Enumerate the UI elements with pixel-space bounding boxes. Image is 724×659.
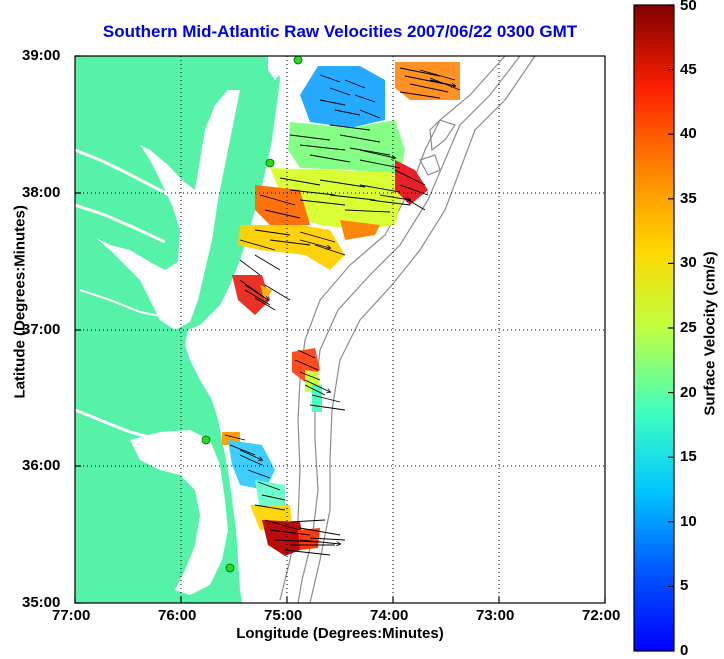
x-tick-label: 75:00 [264, 607, 303, 624]
y-tick-label: 39:00 [22, 47, 61, 64]
colorbar [633, 4, 675, 652]
land-mass [75, 56, 280, 603]
colorbar-tick-label: 35 [680, 190, 697, 207]
x-tick-label: 77:00 [52, 607, 91, 624]
sound-river [75, 408, 161, 442]
colorbar-label: Surface Velocity (cm/s) [701, 251, 719, 416]
river-3 [79, 289, 171, 319]
station-marker [265, 158, 275, 168]
x-axis-label: Longitude (Degrees:Minutes) [236, 625, 444, 642]
river-2 [75, 203, 166, 244]
colorbar-tick-label: 25 [680, 319, 697, 336]
colorbar-tick-label: 50 [680, 0, 697, 14]
colorbar-tick-label: 40 [680, 125, 697, 142]
colorbar-tick-label: 10 [680, 513, 697, 530]
velocity-patches [222, 62, 460, 556]
axis-ticks [74, 55, 606, 604]
x-tick-label: 76:00 [158, 607, 197, 624]
colorbar-ticks [668, 4, 674, 588]
colorbar-tick-label: 30 [680, 254, 697, 271]
colorbar-tick-label: 15 [680, 448, 697, 465]
colorbar-tick-label: 45 [680, 61, 697, 78]
y-tick-label: 37:00 [22, 321, 61, 338]
y-tick-label: 38:00 [22, 184, 61, 201]
colorbar-tick-label: 0 [680, 642, 689, 659]
x-tick-label: 73:00 [476, 607, 515, 624]
velocity-vectors [224, 67, 461, 556]
bay-water [96, 90, 240, 330]
station-marker [293, 56, 303, 65]
river-1 [75, 148, 176, 200]
station-markers [201, 56, 303, 573]
station-marker [225, 563, 235, 573]
colorbar-tick-label: 5 [680, 577, 689, 594]
sound-water [130, 430, 228, 595]
y-tick-label: 35:00 [22, 594, 61, 611]
colorbar-tick-label: 20 [680, 384, 697, 401]
station-marker [201, 435, 211, 445]
x-tick-label: 74:00 [370, 607, 409, 624]
map-area [75, 56, 536, 603]
map-title: Southern Mid-Atlantic Raw Velocities 200… [102, 22, 578, 41]
x-tick-label: 72:00 [582, 607, 621, 624]
grid-lines [75, 56, 605, 603]
delaware-bay [268, 56, 285, 80]
y-tick-label: 36:00 [22, 457, 61, 474]
y-axis-label: Latitude (Degrees:Minutes) [11, 205, 29, 399]
bathymetry-contours [279, 56, 536, 603]
